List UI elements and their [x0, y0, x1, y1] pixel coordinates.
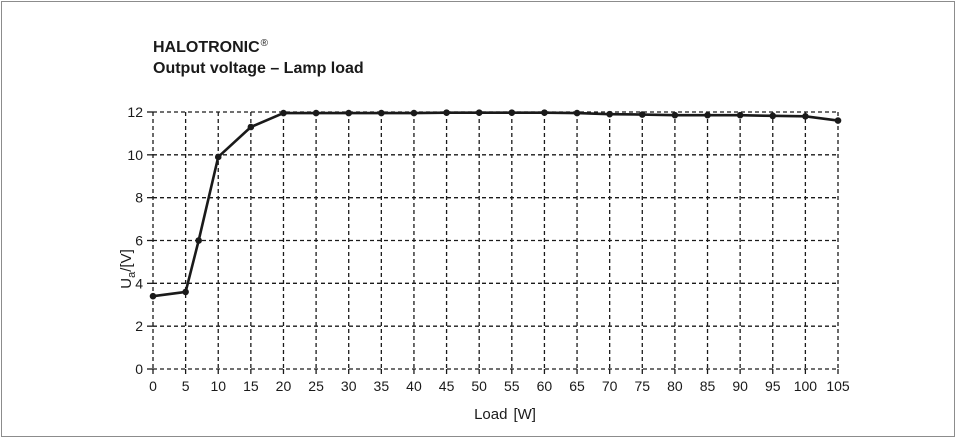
- x-tick-label: 50: [471, 378, 487, 394]
- x-tick-label: 55: [504, 378, 520, 394]
- y-tick-label: 0: [135, 361, 143, 377]
- data-point: [182, 288, 189, 296]
- data-point: [443, 109, 450, 116]
- x-tick-label: 95: [765, 378, 781, 394]
- data-point: [195, 237, 202, 244]
- x-tick-label: 5: [182, 378, 190, 394]
- x-tick-label: 10: [210, 378, 226, 394]
- chart-title: HALOTRONIC®: [153, 38, 269, 56]
- data-point: [214, 153, 222, 161]
- data-point: [769, 112, 777, 120]
- data-point: [247, 123, 255, 131]
- data-point: [802, 112, 809, 120]
- x-tick-label: 60: [537, 378, 553, 394]
- x-tick-label: 25: [308, 378, 324, 394]
- data-point: [475, 109, 483, 116]
- x-tick-label: 0: [149, 378, 157, 394]
- x-tick-label: 80: [667, 378, 683, 394]
- data-point: [312, 109, 320, 117]
- x-tick-label: 105: [826, 378, 850, 394]
- x-tick-label: 90: [732, 378, 748, 394]
- data-point: [149, 292, 157, 300]
- x-tick-label: 30: [341, 378, 357, 394]
- y-tick-label: 2: [135, 318, 143, 334]
- x-tick-label: 35: [374, 378, 390, 394]
- x-tick-label: 75: [634, 378, 650, 394]
- data-point: [541, 109, 548, 116]
- y-tick-label: 12: [127, 104, 143, 120]
- data-point: [345, 109, 353, 117]
- x-tick-label: 65: [569, 378, 585, 394]
- y-tick-label: 4: [135, 275, 143, 291]
- x-tick-label: 15: [243, 378, 259, 394]
- data-point: [410, 109, 418, 117]
- x-tick-label: 20: [276, 378, 292, 394]
- x-tick-label: 85: [700, 378, 716, 394]
- data-point: [834, 117, 842, 124]
- axes: [147, 111, 839, 374]
- tick-labels: 0 2 4 6 8 10 12 0 5 10 15 20 25 30 35 40 45 50 55 60 65 70 75 8…: [127, 104, 849, 394]
- series-line-0: [152, 111, 839, 298]
- y-tick-label: 6: [135, 233, 143, 249]
- x-axis-label: Load [W]: [474, 406, 536, 423]
- data-point: [736, 111, 744, 119]
- chart-subtitle: Output voltage – Lamp load: [153, 60, 364, 77]
- data-point: [638, 111, 646, 118]
- grid: [153, 111, 839, 369]
- x-tick-label: 40: [406, 378, 422, 394]
- y-tick-label: 10: [127, 147, 143, 163]
- data-point: [280, 109, 287, 117]
- data-point: [573, 109, 581, 117]
- x-tick-label: 70: [602, 378, 618, 394]
- data-point: [606, 110, 613, 118]
- series: [149, 109, 842, 300]
- data-point: [378, 109, 385, 117]
- x-tick-label: 45: [439, 378, 455, 394]
- x-tick-label: 100: [794, 378, 818, 394]
- y-axis-label: Ua/[V]: [118, 249, 138, 288]
- y-tick-label: 8: [135, 190, 143, 206]
- data-point: [704, 111, 711, 119]
- data-point: [671, 111, 679, 119]
- data-point: [508, 109, 516, 116]
